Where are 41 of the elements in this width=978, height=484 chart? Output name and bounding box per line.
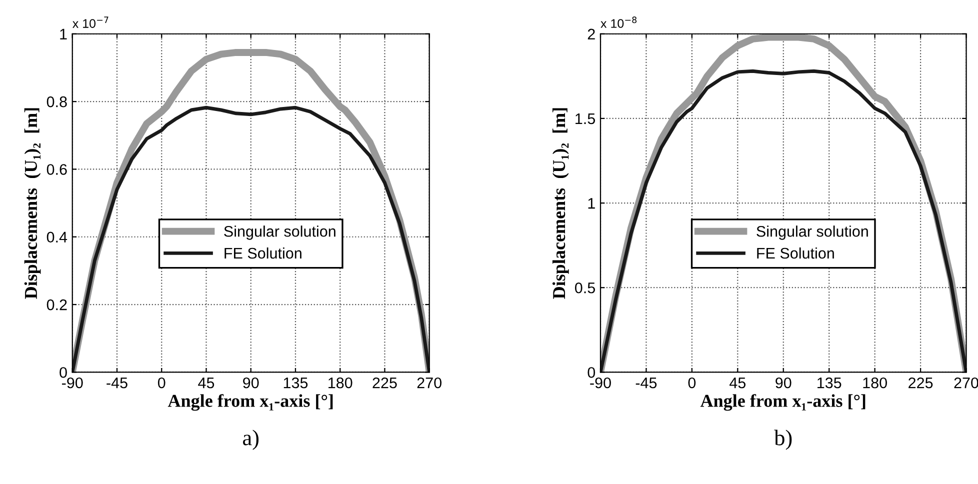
x-tick-label: 135 <box>818 377 842 388</box>
x-tick-label: 225 <box>372 377 397 388</box>
y-tick-label: 1 <box>588 198 595 209</box>
y-tick-label: 0.4 <box>46 232 68 243</box>
x-tick-label: 45 <box>198 378 214 388</box>
y-tick-label: 2 <box>588 28 595 40</box>
x-tick-label: 135 <box>284 377 308 388</box>
y-tick-label: 0.8 <box>46 96 67 108</box>
x-tick-label: 270 <box>954 377 978 388</box>
legend-label: FE Solution <box>757 247 834 259</box>
text: x 10$^{−7}$ <box>72 16 108 28</box>
x-tick-label: 45 <box>730 378 746 388</box>
x-tick-label: -90 <box>590 377 611 388</box>
y-tick-label: 0 <box>60 367 67 378</box>
y-tick-label: 1 <box>60 28 67 40</box>
x-tick-label: 180 <box>328 377 352 388</box>
legend-label: Singular solution <box>756 226 868 240</box>
x-tick-label: -45 <box>636 378 657 388</box>
text: b) <box>774 430 792 450</box>
x-tick-label: 90 <box>776 377 792 388</box>
x-tick-label: 90 <box>243 377 259 388</box>
x-tick-label: 180 <box>863 377 887 388</box>
x-axis-title: Angle from x₁-axis [°] <box>168 394 333 411</box>
y-tick-label: 0.5 <box>574 282 595 294</box>
y-tick-label: 0.6 <box>46 164 67 175</box>
y-tick-label: 0.2 <box>46 299 67 310</box>
x-axis-title: Angle from x₁-axis [°] <box>700 394 866 411</box>
x-tick-label: 225 <box>908 377 933 388</box>
legend-label: Singular solution <box>224 226 336 240</box>
text: a) <box>243 430 259 450</box>
text: x 10$^{−8}$ <box>600 16 637 28</box>
y-tick-label: 1.5 <box>576 113 595 124</box>
y-tick-label: 0 <box>588 367 596 378</box>
x-tick-label: -45 <box>106 378 128 388</box>
x-tick-label: 270 <box>417 377 442 388</box>
legend-label: FE Solution <box>224 247 302 259</box>
y-axis-title: Displacements (U₁)₂ [m] <box>552 108 569 299</box>
x-tick-label: 0 <box>158 377 166 388</box>
x-tick-label: 0 <box>688 377 696 388</box>
y-axis-title: Displacements (U₁)₂ [m] <box>24 108 41 299</box>
x-tick-label: -90 <box>62 377 83 388</box>
